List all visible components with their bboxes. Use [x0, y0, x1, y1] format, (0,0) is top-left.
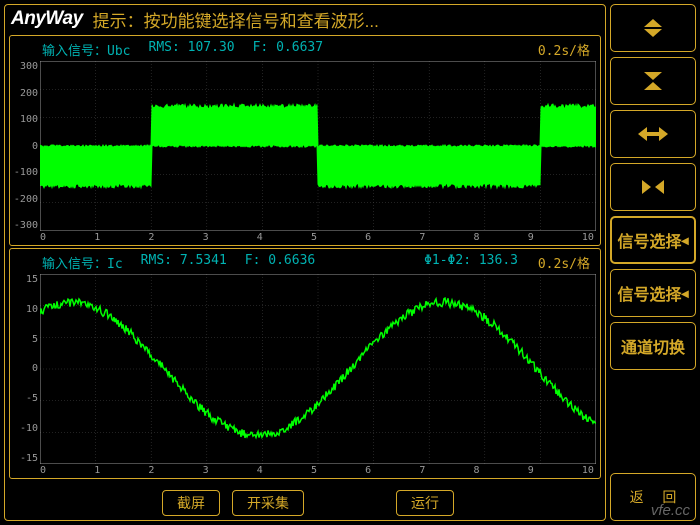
back-label: 返	[630, 487, 644, 507]
watermark: vfe.cc	[651, 502, 690, 519]
logo: AnyWay	[11, 8, 83, 30]
main-panel: AnyWay 提示：按功能键选择信号和查看波形... 输入信号：Ubc RMS:…	[4, 4, 606, 521]
updown-arrows-icon	[640, 19, 666, 37]
chart2-freq: F: 0.6636	[245, 253, 315, 272]
bottom-button-bar: 截屏 开采集 运行	[5, 490, 607, 516]
chart2-xaxis: 012345678910	[12, 465, 598, 476]
chart1-yaxis: 3002001000-100-200-300	[12, 61, 40, 231]
chart2-scale: 0.2s/格	[538, 253, 590, 272]
chart1-signal: 输入信号：Ubc	[42, 40, 131, 59]
compress-vertical-icon	[640, 71, 666, 91]
chart2-phase: Φ1-Φ2: 136.3	[424, 253, 518, 268]
expand-horizontal-button[interactable]	[610, 110, 696, 158]
signal-select-button-1[interactable]: 信号选择 ◂	[610, 216, 696, 264]
start-acquisition-button[interactable]: 开采集	[232, 490, 304, 516]
chart2-signal: 输入信号：Ic	[42, 253, 123, 272]
screenshot-button[interactable]: 截屏	[162, 490, 220, 516]
chart2-info: 输入信号：Ic RMS: 7.5341 F: 0.6636 Φ1-Φ2: 136…	[12, 251, 598, 274]
dropdown-icon: ◂	[681, 232, 688, 249]
chart1-info: 输入信号：Ubc RMS: 107.30 F: 0.6637 0.2s/格	[12, 38, 598, 61]
signal-select-label-2: 信号选择	[617, 281, 681, 305]
dropdown-icon: ◂	[681, 285, 688, 302]
compress-horizontal-button[interactable]	[610, 163, 696, 211]
signal-select-button-2[interactable]: 信号选择 ◂	[610, 269, 696, 317]
chart1-plot[interactable]	[40, 61, 598, 231]
chart2-plot[interactable]	[40, 274, 598, 464]
compress-horizontal-icon	[638, 179, 668, 195]
signal-select-label-1: 信号选择	[617, 228, 681, 252]
chart1-rms: RMS: 107.30	[149, 40, 235, 59]
header: AnyWay 提示：按功能键选择信号和查看波形...	[5, 5, 605, 33]
chart1-panel: 输入信号：Ubc RMS: 107.30 F: 0.6637 0.2s/格 30…	[9, 35, 601, 246]
run-button[interactable]: 运行	[396, 490, 454, 516]
compress-vertical-button[interactable]	[610, 57, 696, 105]
chart1-scale: 0.2s/格	[538, 40, 590, 59]
expand-horizontal-icon	[638, 126, 668, 142]
scroll-up-button[interactable]	[610, 4, 696, 52]
channel-switch-button[interactable]: 通道切换	[610, 322, 696, 370]
side-panel: 信号选择 ◂ 信号选择 ◂ 通道切换 返 回	[610, 4, 696, 521]
hint-text: 提示：按功能键选择信号和查看波形...	[93, 7, 379, 32]
chart1-xaxis: 012345678910	[12, 232, 598, 243]
chart2-yaxis: 151050-5-10-15	[12, 274, 40, 464]
chart2-panel: 输入信号：Ic RMS: 7.5341 F: 0.6636 Φ1-Φ2: 136…	[9, 248, 601, 479]
chart1-freq: F: 0.6637	[253, 40, 323, 59]
chart2-rms: RMS: 7.5341	[141, 253, 227, 272]
